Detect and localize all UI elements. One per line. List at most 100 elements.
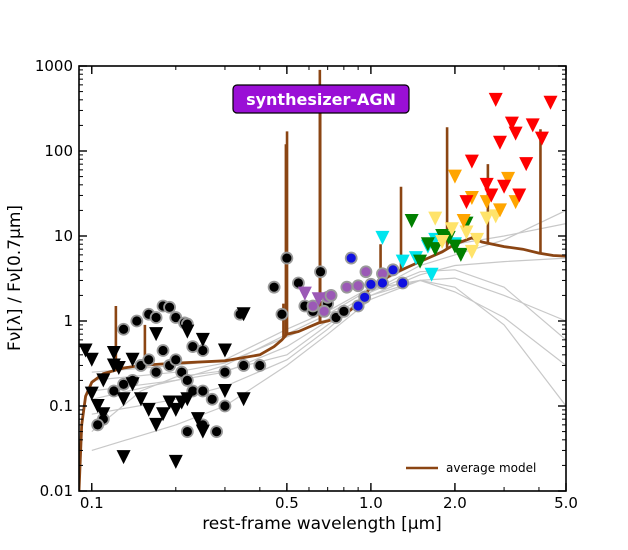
point-circle-s1-39 <box>292 276 305 290</box>
x-tick-label: 1.0 <box>359 494 383 512</box>
point-circle-s1-21 <box>149 365 163 379</box>
point-circle-s1-17 <box>205 392 219 406</box>
point-triangle-down-s2-17 <box>180 392 195 407</box>
title-badge-box <box>232 84 410 114</box>
point-circle-s1-42 <box>314 265 327 279</box>
point-triangle-down-s7-5 <box>447 239 462 254</box>
point-triangle-down-s2-2 <box>84 352 99 367</box>
point-triangle-down-s4-2 <box>311 292 326 307</box>
point-triangle-down-s8-2 <box>444 222 459 237</box>
point-circle-s1-20 <box>142 353 156 367</box>
y-tick-label: 0.01 <box>40 482 73 500</box>
point-circle-s3-5 <box>351 279 365 293</box>
point-triangle-down-s6-1 <box>375 230 390 245</box>
point-triangle-down-s10-14 <box>459 195 474 210</box>
point-circle-s1-45 <box>337 304 351 318</box>
point-triangle-down-s2-4 <box>90 399 105 413</box>
template-curve-6 <box>91 269 566 381</box>
point-circle-s1-37 <box>275 307 289 321</box>
point-triangle-down-s7-2 <box>420 237 435 252</box>
point-circle-s1-38 <box>280 251 294 265</box>
legend: average model <box>406 461 536 475</box>
point-triangle-down-s8-5 <box>479 211 494 226</box>
point-triangle-down-s10-6 <box>504 116 519 131</box>
point-circle-s1-32 <box>210 425 223 438</box>
point-circle-s1-35 <box>253 359 267 372</box>
point-triangle-down-s2-3 <box>84 386 99 401</box>
average-model-line <box>79 236 566 491</box>
point-circle-s1-34 <box>237 359 251 372</box>
chart-title: synthesizer-AGN <box>246 90 396 109</box>
y-axis-label: Fν[λ] / Fν[0.7μm] <box>5 205 25 351</box>
point-triangle-down-s2-20 <box>217 384 232 399</box>
point-circle-s1-36 <box>267 280 281 294</box>
point-triangle-down-s9-6 <box>501 171 516 186</box>
point-triangle-down-s6-2 <box>395 254 410 269</box>
point-triangle-down-s8-4 <box>470 232 485 247</box>
data-points <box>79 92 558 469</box>
point-circle-s1-16 <box>196 384 210 398</box>
point-triangle-down-s9-2 <box>456 214 471 229</box>
point-triangle-down-s6-4 <box>424 267 439 282</box>
point-triangle-down-s10-10 <box>525 118 540 133</box>
plot-frame <box>78 65 567 492</box>
point-triangle-down-s2-31 <box>236 392 251 407</box>
point-circle-s5-2 <box>358 290 372 304</box>
point-circle-s5-7 <box>351 299 365 313</box>
point-circle-s5-5 <box>396 276 410 290</box>
y-tick-label: 1 <box>63 312 73 330</box>
point-triangle-down-s7-6 <box>453 247 468 262</box>
plot-background <box>79 66 566 491</box>
point-triangle-down-s2-6 <box>106 346 121 361</box>
point-triangle-down-s10-2 <box>479 177 494 192</box>
point-triangle-down-s7-1 <box>404 214 419 229</box>
point-triangle-down-s2-5 <box>96 407 111 422</box>
point-triangle-down-s4-1 <box>297 286 312 301</box>
point-triangle-down-s2-28 <box>125 352 140 367</box>
point-triangle-down-s2-11 <box>141 402 156 417</box>
x-axis-label: rest-frame wavelength [μm] <box>202 514 442 534</box>
point-triangle-down-s10-12 <box>543 95 558 110</box>
point-triangle-down-s2-8 <box>116 392 131 407</box>
point-circle-s1-27 <box>117 322 130 336</box>
point-triangle-down-s2-14 <box>162 395 177 410</box>
point-circle-s1-2 <box>149 311 163 324</box>
y-tick-label: 0.1 <box>49 397 73 415</box>
point-circle-s3-8 <box>317 304 331 318</box>
point-triangle-down-s7-8 <box>413 254 428 269</box>
point-triangle-down-s10-3 <box>484 188 499 203</box>
point-triangle-down-s2-18 <box>190 412 205 427</box>
x-tick-label: 2.0 <box>443 494 467 512</box>
point-triangle-down-s10-9 <box>519 157 534 172</box>
point-circle-s5-1 <box>344 251 358 265</box>
point-circle-s5-3 <box>364 277 378 291</box>
x-tick-label: 0.5 <box>275 494 299 512</box>
point-triangle-down-s2-9 <box>125 377 140 392</box>
point-triangle-down-s2-30 <box>149 327 164 342</box>
point-triangle-down-s10-7 <box>508 126 523 141</box>
point-circle-s3-3 <box>324 289 338 302</box>
point-circle-s5-6 <box>386 263 400 277</box>
point-triangle-down-s10-1 <box>464 154 479 169</box>
point-triangle-down-s2-25 <box>195 332 210 347</box>
point-triangle-down-s2-27 <box>106 358 121 373</box>
point-triangle-down-s2-23 <box>168 454 183 469</box>
point-circle-s3-6 <box>359 265 373 279</box>
y-tick-label: 10 <box>54 227 73 245</box>
point-triangle-down-s7-3 <box>428 242 443 257</box>
point-triangle-down-s2-26 <box>96 373 111 388</box>
point-triangle-down-s2-21 <box>236 307 251 322</box>
point-triangle-down-s8-8 <box>464 244 479 259</box>
legend-label-average-model: average model <box>446 461 536 475</box>
point-triangle-down-s8-1 <box>428 211 443 226</box>
y-tick-label: 100 <box>44 142 73 160</box>
point-circle-s1-14 <box>180 374 194 387</box>
point-triangle-down-s10-5 <box>497 179 512 194</box>
point-triangle-down-s2-13 <box>156 407 171 422</box>
point-circle-s1-18 <box>218 399 232 413</box>
point-triangle-down-s9-5 <box>492 203 507 218</box>
point-triangle-down-s2-24 <box>180 324 195 339</box>
point-circle-s1-4 <box>163 300 176 314</box>
x-tick-label: 5.0 <box>554 494 578 512</box>
